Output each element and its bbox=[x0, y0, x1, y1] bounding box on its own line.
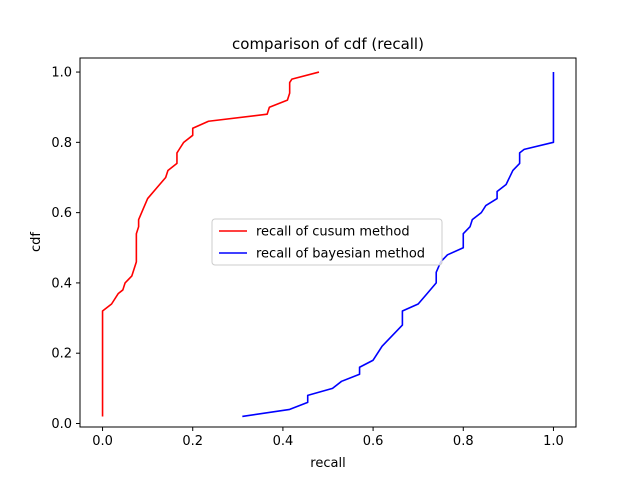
x-axis-ticks: 0.0 0.2 0.4 0.6 0.8 1.0 bbox=[92, 427, 564, 449]
x-axis-label: recall bbox=[310, 456, 345, 471]
x-tick-label: 0.2 bbox=[182, 434, 203, 449]
plot-area bbox=[79, 57, 577, 428]
y-axis-ticks: 0.0 0.2 0.4 0.6 0.8 1.0 bbox=[51, 66, 80, 432]
series-line-0 bbox=[101, 71, 320, 417]
x-tick-label: 0.0 bbox=[92, 434, 113, 449]
legend: recall of cusum method recall of bayesian… bbox=[211, 218, 443, 266]
chart-title: comparison of cdf (recall) bbox=[232, 35, 424, 53]
y-tick-label: 0.4 bbox=[51, 276, 72, 291]
y-axis-label: cdf bbox=[29, 232, 44, 252]
x-tick-label: 0.6 bbox=[363, 434, 384, 449]
legend-box bbox=[211, 218, 443, 266]
y-tick-label: 1.0 bbox=[51, 66, 72, 81]
legend-label-0: recall of cusum method bbox=[256, 225, 410, 240]
x-tick-label: 0.4 bbox=[273, 434, 294, 449]
y-tick-label: 0.8 bbox=[51, 136, 72, 151]
axes-frame bbox=[79, 57, 577, 428]
y-tick-label: 0.6 bbox=[51, 206, 72, 221]
x-tick-label: 0.8 bbox=[453, 434, 474, 449]
legend-label-1: recall of bayesian method bbox=[256, 247, 425, 262]
y-tick-label: 0.2 bbox=[51, 347, 72, 362]
y-tick-label: 0.0 bbox=[51, 417, 72, 432]
x-tick-label: 1.0 bbox=[543, 434, 564, 449]
